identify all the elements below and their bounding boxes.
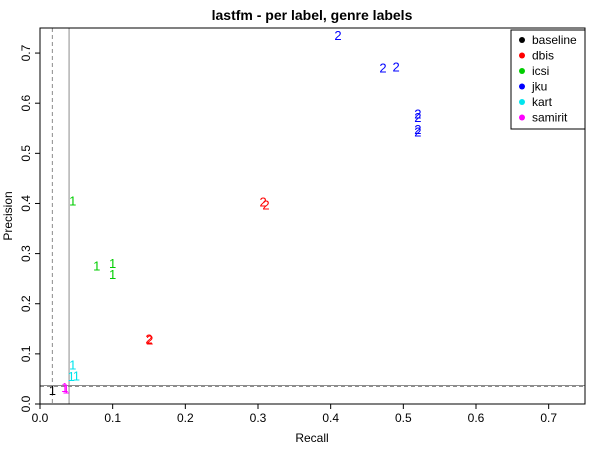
point-icsi: 1	[109, 256, 116, 271]
point-icsi: 1	[109, 267, 116, 282]
x-tick-label: 0.0	[32, 411, 49, 425]
point-jku: 2	[414, 124, 421, 139]
x-tick-label: 0.5	[395, 411, 412, 425]
point-dbis: 2	[259, 194, 266, 209]
y-tick-label: 0.4	[19, 195, 33, 212]
plot-frame	[39, 27, 586, 405]
y-tick-label: 0.7	[19, 44, 33, 61]
legend-marker-samirit	[519, 114, 525, 121]
legend-label-icsi: icsi	[532, 64, 549, 78]
point-jku: 2	[414, 107, 421, 122]
x-tick-label: 0.4	[322, 411, 339, 425]
point-jku: 2	[414, 122, 421, 137]
point-jku: 2	[334, 28, 341, 43]
y-tick-label: 0.2	[19, 295, 33, 312]
legend-marker-kart	[519, 99, 525, 105]
point-kart: 1	[69, 357, 76, 372]
point-jku: 2	[392, 60, 399, 75]
reference-lines	[40, 28, 585, 404]
legend-marker-icsi	[519, 68, 525, 74]
x-axis-label: Recall	[295, 431, 328, 445]
point-jku: 2	[379, 61, 386, 76]
legend-marker-jku	[519, 83, 525, 90]
legend-label-jku: jku	[531, 80, 547, 94]
point-samirit: 1	[61, 380, 68, 395]
legend-label-baseline: baseline	[532, 33, 577, 47]
x-tick-label: 0.1	[104, 411, 121, 425]
y-axis-label: Precision	[1, 191, 15, 240]
y-tick-label: 0.5	[19, 145, 33, 162]
point-jku: 2	[414, 110, 421, 125]
x-tick-label: 0.7	[540, 411, 557, 425]
x-tick-label: 0.3	[250, 411, 267, 425]
point-dbis: 2	[145, 331, 152, 346]
y-tick-label: 0.3	[19, 245, 33, 262]
y-tick-label: 0.0	[19, 395, 33, 412]
chart-title: lastfm - per label, genre labels	[212, 7, 413, 23]
y-tick-label: 0.6	[19, 95, 33, 112]
legend-box	[510, 29, 586, 130]
point-samirit: 1	[63, 381, 70, 396]
y-tick-label: 0.1	[19, 345, 33, 362]
point-icsi: 1	[93, 259, 100, 274]
axes: 0.0 0.1 0.2 0.3 0.4 0.5 0.6 0.7 0.0 0.1 0.2 0.3 0.4 0…	[19, 44, 557, 425]
legend-label-kart: kart	[532, 95, 553, 109]
legend-label-samirit: samirit	[532, 111, 568, 125]
legend-label-dbis: dbis	[532, 49, 554, 63]
x-tick-label: 0.2	[177, 411, 194, 425]
point-dbis: 2	[146, 332, 153, 347]
x-tick-label: 0.6	[468, 411, 485, 425]
point-baseline: 1	[49, 383, 56, 398]
point-kart: 1	[73, 368, 80, 383]
legend-marker-baseline	[519, 37, 525, 43]
point-icsi: 1	[69, 193, 76, 208]
point-dbis: 2	[262, 197, 269, 212]
legend-marker-dbis	[519, 52, 525, 59]
point-kart: 1	[68, 369, 75, 384]
